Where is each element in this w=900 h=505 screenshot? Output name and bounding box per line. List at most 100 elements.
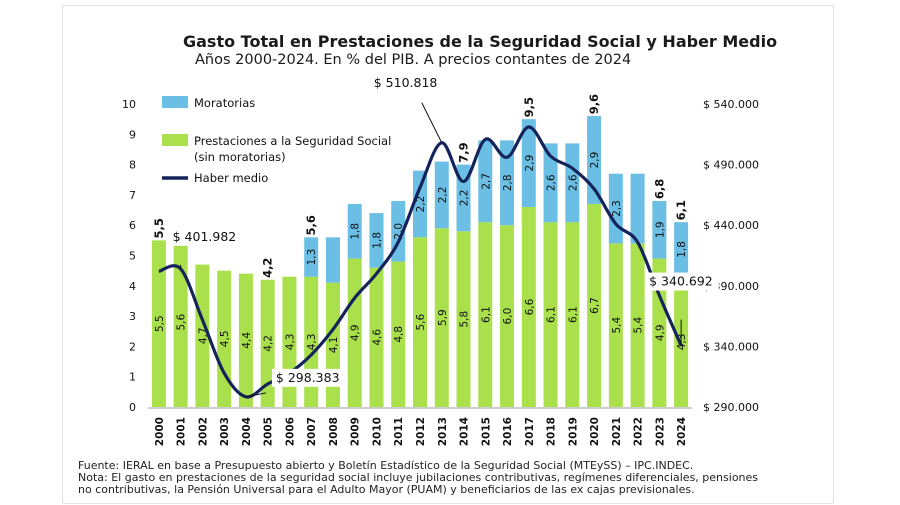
x-tick-label: 2021 — [611, 417, 623, 446]
bar-moratorias — [369, 213, 384, 268]
bar-label-prestaciones: 6,6 — [524, 298, 536, 315]
bar-prestaciones — [652, 258, 667, 407]
bar-prestaciones — [413, 237, 427, 407]
bar-moratorias — [652, 200, 667, 259]
footer-source: Fuente: IERAL en base a Presupuesto abie… — [78, 459, 694, 472]
bar-prestaciones — [195, 264, 210, 407]
callout-leader — [245, 392, 267, 398]
callout-labels: $ 401.982 $ 298.383 $ 510.818 $ 340.692 — [168, 73, 719, 398]
callout-leader — [421, 102, 443, 144]
bar-moratorias — [674, 222, 689, 277]
callout-bg — [369, 73, 444, 92]
legend-label-haber: Haber medio — [194, 171, 268, 185]
bar-moratorias — [565, 143, 580, 223]
bar-label-prestaciones: 5,8 — [459, 311, 471, 328]
x-tick-label: 2019 — [567, 417, 579, 446]
bar-moratorias — [478, 140, 493, 223]
y-tick-left: 7 — [129, 189, 136, 202]
bar-label-moratorias: 2,6 — [567, 174, 579, 191]
bar-label-prestaciones: 5,4 — [611, 317, 623, 334]
bar-prestaciones — [456, 231, 471, 407]
bar-total-label: 7,9 — [457, 142, 471, 162]
callout-bg — [168, 227, 243, 246]
legend-label-moratorias: Moratorias — [194, 96, 255, 110]
bar-label-moratorias: 1,9 — [654, 221, 666, 238]
bar-prestaciones — [521, 207, 536, 407]
bar-prestaciones — [260, 279, 275, 407]
bar-label-prestaciones: 5,6 — [415, 313, 427, 330]
bar-total-label: 9,6 — [587, 94, 601, 114]
bar-label-moratorias: 2,2 — [459, 190, 471, 207]
x-tick-label: 2014 — [459, 417, 471, 446]
bar-label-prestaciones: 6,0 — [502, 308, 514, 325]
y-tick-left: 10 — [122, 98, 136, 111]
x-tick-label: 2023 — [654, 417, 666, 446]
bar-label-prestaciones: 6,7 — [589, 297, 601, 314]
bar-prestaciones — [238, 273, 253, 407]
bar-prestaciones — [434, 228, 449, 407]
bar-label-prestaciones: 4,6 — [371, 329, 383, 346]
bar-label-prestaciones: 5,6 — [176, 313, 188, 330]
bar-label-prestaciones: 4,3 — [306, 334, 318, 351]
bar-label-prestaciones: 4,5 — [219, 330, 231, 347]
x-tick-label: 2017 — [524, 417, 536, 446]
x-tick-label: 2018 — [546, 417, 558, 446]
callout-bg — [271, 368, 346, 387]
y-tick-left: 6 — [129, 219, 136, 232]
bar-total-label: 5,6 — [304, 215, 318, 235]
bar-label-moratorias: 2,2 — [437, 187, 449, 204]
bar-label-moratorias: 2,7 — [480, 173, 492, 190]
y-tick-right: $ 540.000 — [703, 98, 759, 111]
x-axis: 2000 2001 2002 2003 2004 2005 2006 2007 2008 2009… — [154, 417, 688, 446]
bar-label-moratorias: 2,2 — [415, 196, 427, 213]
callout-label: $ 340.692 — [649, 274, 713, 289]
x-tick-label: 2007 — [306, 417, 318, 446]
bar-moratorias — [521, 119, 536, 208]
bar-label-prestaciones: 4,9 — [350, 324, 362, 341]
x-tick-label: 2002 — [197, 417, 209, 446]
y-tick-right: $ 290.000 — [703, 401, 759, 414]
bar-label-prestaciones: 4,9 — [654, 324, 666, 341]
x-tick-label: 2016 — [502, 417, 514, 446]
y-tick-left: 5 — [129, 250, 136, 263]
bar-prestaciones — [369, 267, 384, 407]
bar-moratorias — [325, 237, 340, 283]
bar-label-prestaciones: 6,1 — [567, 306, 579, 323]
y-tick-right: $ 440.000 — [703, 219, 759, 232]
bar-total-label: 4,2 — [261, 258, 275, 278]
callout-label: $ 401.982 — [173, 229, 237, 244]
bar-label-moratorias: 2,8 — [502, 174, 514, 191]
bar-total-label: 6,8 — [652, 179, 666, 199]
bar-prestaciones — [565, 222, 580, 407]
bar-prestaciones — [500, 225, 515, 407]
bar-moratorias — [543, 143, 558, 223]
legend-swatch-prestaciones — [162, 134, 188, 146]
y-tick-right: $ 340.000 — [703, 340, 759, 353]
y-tick-left: 8 — [129, 159, 136, 172]
bar-moratorias — [587, 116, 602, 204]
x-tick-label: 2012 — [415, 417, 427, 446]
bar-prestaciones — [608, 243, 623, 407]
bar-prestaciones — [173, 237, 188, 407]
bar-label-prestaciones: 4,3 — [284, 334, 296, 351]
x-tick-label: 2000 — [154, 417, 166, 446]
bar-label-moratorias: 2,6 — [546, 174, 558, 191]
x-tick-label: 2010 — [371, 417, 383, 446]
x-tick-label: 2009 — [350, 417, 362, 446]
chart-subtitle: Años 2000-2024. En % del PIB. A precios … — [195, 52, 632, 68]
x-tick-label: 2015 — [480, 417, 492, 446]
y-tick-left: 3 — [129, 310, 136, 323]
bar-moratorias — [304, 237, 319, 277]
legend-label-prestaciones: Prestaciones a la Seguridad Social — [194, 134, 391, 148]
x-tick-label: 2004 — [241, 417, 253, 446]
y-tick-left: 1 — [129, 371, 136, 384]
x-tick-label: 2020 — [589, 417, 601, 446]
bar-total-label: 9,5 — [522, 97, 536, 117]
y-tick-left: 4 — [129, 280, 136, 293]
callout-label: $ 510.818 — [374, 75, 438, 90]
x-tick-label: 2013 — [437, 417, 449, 446]
x-tick-label: 2011 — [393, 417, 405, 446]
x-tick-label: 2001 — [176, 417, 188, 446]
x-tick-label: 2022 — [633, 417, 645, 446]
